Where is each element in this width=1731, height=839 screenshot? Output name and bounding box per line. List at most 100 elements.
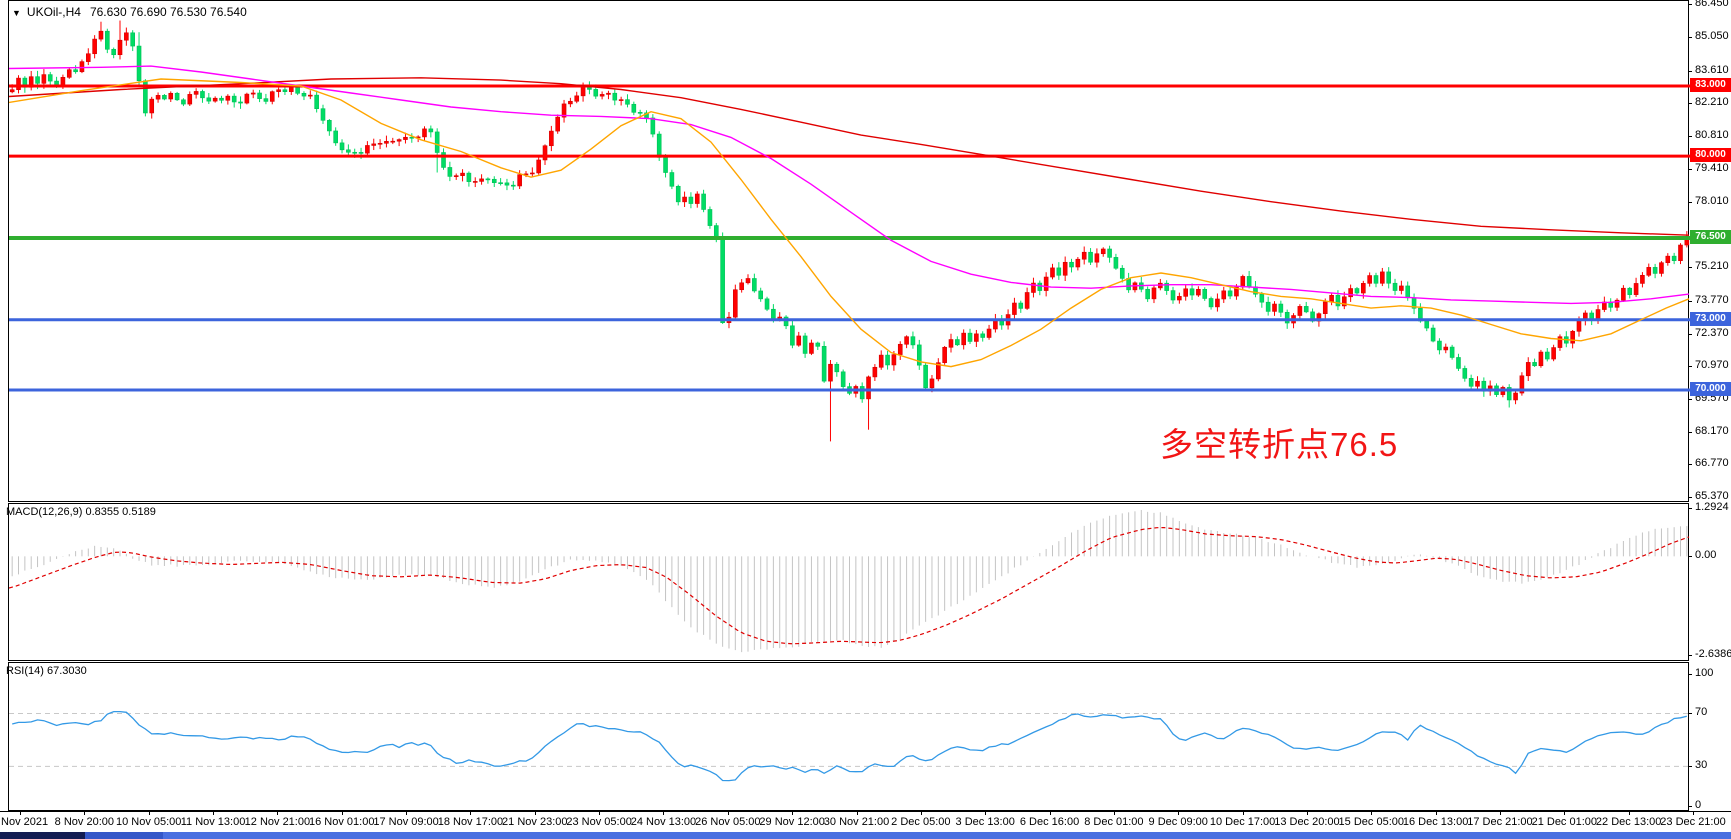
candle-up [212,97,218,102]
symbol-label: UKOil-,H4 [26,5,81,19]
candle-up [187,94,193,105]
date-label: 30 Nov 21:00 [823,816,890,828]
candle-up [396,139,402,142]
date-tick [341,812,343,815]
candle-down [1456,357,1461,369]
candle-down [1284,311,1290,324]
candle-up [1272,303,1277,312]
date-label: 26 Nov 05:00 [695,816,761,828]
date-tick [1113,812,1115,815]
candle-down [263,98,269,102]
candle-up [796,335,802,346]
rsi-panel[interactable] [8,662,1690,811]
candle-down [1373,275,1379,284]
candle-up [124,32,129,41]
price-tick-label-dash [1688,136,1692,137]
candle-up [377,142,383,145]
candle-down [1056,267,1062,276]
candle-up [1075,258,1081,268]
candle-down [612,92,618,101]
candle-down [840,371,846,387]
candle-down [688,196,694,204]
candle-down [327,120,332,132]
macd-tick-label: 1.2924 [1695,501,1729,513]
ma-slow-line [9,77,1690,236]
candle-up [41,74,47,84]
rsi-tick-label: 30 [1695,759,1708,771]
candle-up [606,92,611,95]
candle-down [1202,288,1208,299]
candle-down [625,99,630,105]
candle-down [73,69,78,73]
candle-down [815,342,821,347]
candle-up [1329,294,1334,303]
candle-down [181,99,186,105]
candle-up [1094,253,1100,263]
bull-bear-turning-point-annotation: 多空转折点76.5 [1160,426,1399,463]
candle-up [1234,286,1239,297]
date-tick [1306,812,1308,815]
candle-up [948,339,954,348]
candle-down [1589,312,1594,320]
date-tick [84,812,86,815]
candle-up [1551,347,1556,360]
price-tick-label-dash [1688,103,1692,104]
candle-down [1354,288,1360,294]
price-chart-panel[interactable] [8,0,1690,502]
candle-down [656,133,662,158]
candle-down [441,152,446,168]
date-tick [534,812,536,815]
candle-up [1621,287,1626,301]
price-axis[interactable]: 86.450 85.050 83.610 82.210 80.810 79.410 78.0… [1688,0,1731,811]
candle-up [891,354,897,366]
date-tick [599,812,601,815]
chevron-down-icon[interactable]: ▼ [12,8,21,18]
candle-down [1424,320,1430,329]
candle-up [1513,392,1518,401]
candle-up [244,93,250,104]
date-label: 5 Nov 2021 [0,816,49,828]
bottom-bar-segment [85,832,163,839]
candle-up [1348,288,1353,298]
candle-up [828,363,833,382]
candle-up [472,181,478,183]
candle-up [974,333,979,342]
price-tick-label: 85.050 [1695,30,1729,42]
candle-down [885,354,890,366]
candle-down [130,32,135,47]
candle-down [111,48,116,56]
candle-up [1322,301,1328,314]
date-label: 17 Nov 09:00 [373,816,439,828]
candle-down [504,182,510,186]
candle-down [301,93,307,97]
date-label: 2 Dec 05:00 [891,816,951,828]
candle-up [1538,351,1544,367]
candle-up [16,77,21,90]
candle-down [1088,251,1093,263]
candle-down [428,128,434,133]
candle-up [1043,276,1049,291]
candle-down [771,308,776,321]
candle-up [1100,248,1106,255]
candle-down [720,237,725,323]
candle-down [162,95,167,100]
candle-down [955,339,960,346]
candle-up [866,376,871,400]
candle-up [1341,296,1347,307]
candle-up [1361,283,1366,294]
candle-up [1221,290,1227,300]
macd-panel[interactable] [8,503,1690,661]
candle-down [1265,301,1271,312]
date-label: 3 Dec 13:00 [955,816,1015,828]
date-label: 13 Dec 20:00 [1274,816,1340,828]
candle-down [1437,340,1442,351]
price-tick-label-dash [1688,464,1692,465]
rsi-label: RSI(14) 67.3030 [6,665,87,677]
price-level-badge: 76.500 [1690,230,1731,244]
candle-down [707,209,713,226]
candle-up [193,91,199,95]
candle-down [701,193,706,210]
candle-up [1081,251,1087,260]
